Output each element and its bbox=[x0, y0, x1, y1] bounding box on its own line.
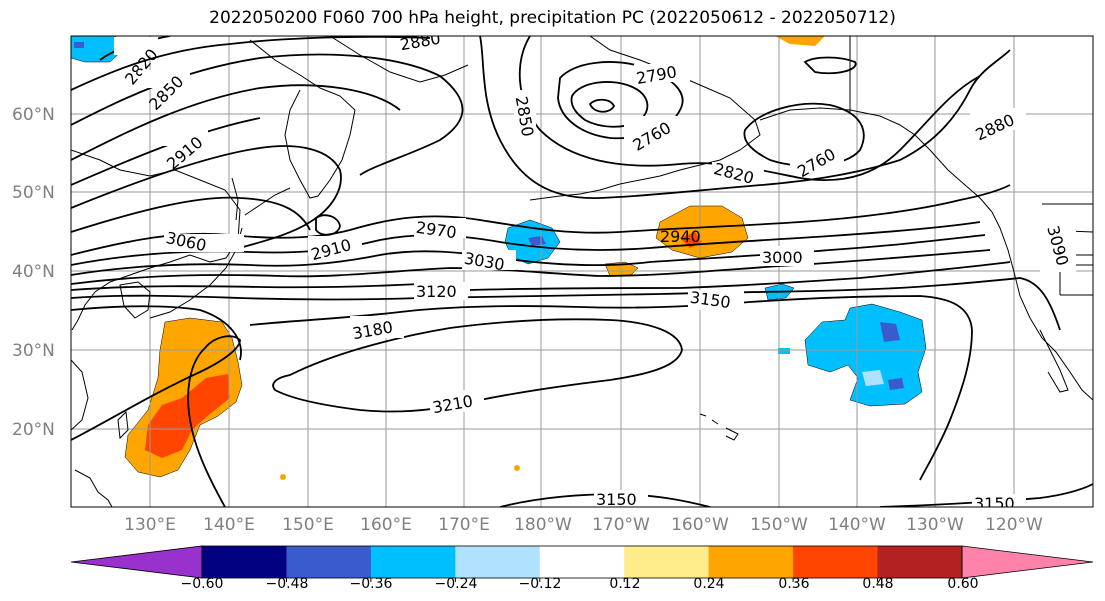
asia-south-coast bbox=[71, 359, 89, 431]
contour-line bbox=[71, 145, 342, 249]
lon-label: 170°W bbox=[592, 515, 650, 535]
precip-shading bbox=[71, 36, 927, 480]
graticule bbox=[71, 36, 1093, 507]
lat-label: 40°N bbox=[12, 262, 55, 282]
colorbar bbox=[70, 545, 1094, 582]
lat-label: 60°N bbox=[12, 105, 55, 125]
contour-line bbox=[71, 249, 991, 285]
contour-label: 2940 bbox=[660, 227, 701, 246]
aleutian-islands bbox=[529, 183, 621, 201]
colorbar-swatch bbox=[202, 546, 287, 578]
contour-line bbox=[71, 221, 981, 266]
lon-label: 150°W bbox=[750, 515, 808, 535]
lon-label: 120°W bbox=[985, 515, 1043, 535]
map-title: 2022050200 F060 700 hPa height, precipit… bbox=[209, 8, 896, 28]
contour-line bbox=[479, 36, 1011, 199]
siberia-coast bbox=[329, 36, 469, 83]
colorbar-tick-label: 0.60 bbox=[947, 576, 978, 592]
contour-line bbox=[71, 283, 421, 291]
longitude-labels: 130°E 140°E 150°E 160°E 170°E 180°W 170°… bbox=[124, 515, 1043, 535]
colorbar-swatch bbox=[455, 546, 541, 578]
precip-negative-top-left bbox=[71, 36, 126, 63]
contour-label: 3120 bbox=[416, 282, 457, 301]
precip-negative-core bbox=[880, 322, 900, 342]
colorbar-swatch bbox=[370, 546, 456, 578]
sakhalin-coast bbox=[231, 177, 239, 221]
north-america-west-coast bbox=[991, 211, 1093, 401]
colorbar-extend-max bbox=[961, 545, 1094, 579]
colorbar-swatch bbox=[877, 546, 963, 578]
contour-label: 3000 bbox=[762, 248, 803, 267]
map-frame bbox=[70, 35, 1094, 508]
colorbar-tick-label: −0.60 bbox=[181, 576, 224, 592]
lat-label: 50°N bbox=[12, 183, 55, 203]
contour-label: 3150 bbox=[596, 490, 637, 509]
colorbar-tick-labels: −0.60 −0.48 −0.36 −0.24 −0.12 0.12 0.24 … bbox=[181, 576, 979, 592]
philippines-coast bbox=[74, 469, 113, 507]
contour-line bbox=[315, 214, 341, 236]
colorbar-tick-label: −0.12 bbox=[519, 576, 562, 592]
map-area: 2820 2850 2880 2910 2790 2850 2760 2820 … bbox=[71, 36, 1093, 513]
contour-line bbox=[71, 277, 1061, 331]
precip-strong-west-pacific bbox=[145, 374, 230, 458]
colorbar-tick-label: 0.36 bbox=[778, 576, 809, 592]
lon-label: 150°E bbox=[282, 515, 334, 535]
precip-positive-top bbox=[775, 36, 825, 46]
lon-label: 170°E bbox=[438, 515, 490, 535]
lat-label: 30°N bbox=[12, 341, 55, 361]
colorbar-tick-label: 0.48 bbox=[862, 576, 893, 592]
taiwan-coast bbox=[117, 410, 129, 440]
precip-light-negative bbox=[862, 370, 884, 386]
precip-negative-small bbox=[778, 348, 790, 354]
colorbar-extend-min bbox=[70, 545, 203, 579]
contour-line bbox=[803, 56, 857, 75]
gulf-of-alaska-coast bbox=[759, 107, 993, 213]
baja-california-coast bbox=[1039, 329, 1069, 393]
lon-label: 140°E bbox=[203, 515, 255, 535]
contour-line bbox=[71, 196, 311, 233]
contour-line bbox=[71, 335, 241, 507]
lon-label: 140°W bbox=[828, 515, 886, 535]
hawaii-islands bbox=[699, 413, 739, 441]
precip-negative-core bbox=[888, 378, 904, 390]
contour-label: 3150 bbox=[974, 494, 1015, 513]
latitude-labels: 60°N 50°N 40°N 30°N 20°N bbox=[12, 105, 55, 440]
kamchatka-coast bbox=[249, 39, 356, 199]
lon-label: 130°W bbox=[906, 515, 964, 535]
contour-line bbox=[272, 318, 683, 413]
precip-positive-dot bbox=[514, 465, 520, 471]
lon-label: 160°W bbox=[671, 515, 729, 535]
contour-line bbox=[557, 61, 684, 140]
lon-label: 180°W bbox=[514, 515, 572, 535]
lon-label: 130°E bbox=[124, 515, 176, 535]
colorbar-swatch bbox=[624, 546, 710, 578]
contour-line bbox=[469, 261, 1011, 291]
colorbar-swatch bbox=[793, 546, 879, 578]
colorbar-swatch bbox=[539, 546, 625, 578]
contour-line bbox=[71, 36, 431, 91]
lon-label: 160°E bbox=[360, 515, 412, 535]
contour-line bbox=[249, 295, 973, 481]
colorbar-outline bbox=[201, 545, 963, 579]
colorbar-tick-label: 0.12 bbox=[609, 576, 640, 592]
precip-negative-core bbox=[74, 42, 84, 48]
colorbar-swatch bbox=[286, 546, 372, 578]
colorbar-tick-label: −0.24 bbox=[435, 576, 478, 592]
colorbar-tick-label: −0.48 bbox=[266, 576, 309, 592]
contour-line bbox=[71, 84, 401, 161]
precip-positive-dot bbox=[280, 474, 286, 480]
asia-coastline bbox=[71, 149, 241, 331]
contour-line bbox=[743, 102, 865, 167]
colorbar-tick-label: 0.24 bbox=[693, 576, 724, 592]
lat-label: 20°N bbox=[12, 420, 55, 440]
contour-line bbox=[588, 98, 616, 113]
colorbar-tick-label: −0.36 bbox=[350, 576, 393, 592]
colorbar-swatch bbox=[708, 546, 794, 578]
